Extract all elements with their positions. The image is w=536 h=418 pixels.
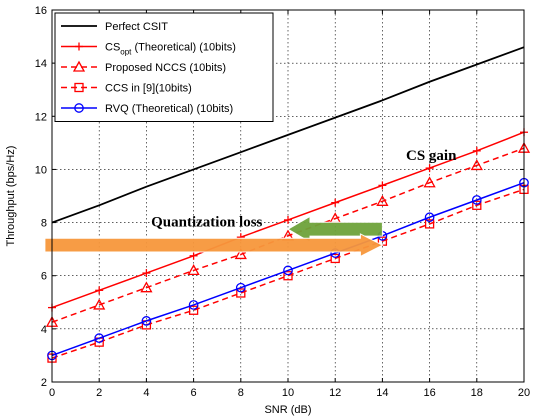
legend-item: RVQ (Theoretical) (10bits) xyxy=(61,103,233,115)
quantization-loss-arrow xyxy=(287,215,383,243)
legend-label: Perfect CSIT xyxy=(105,21,168,33)
y-tick-label: 10 xyxy=(35,164,47,176)
data-point xyxy=(187,264,200,276)
data-point xyxy=(94,333,105,344)
y-tick-label: 8 xyxy=(41,218,47,230)
x-tick-label: 8 xyxy=(238,387,244,399)
legend-marker xyxy=(74,82,84,93)
x-axis-label: SNR (dB) xyxy=(264,404,311,416)
data-point xyxy=(424,212,435,223)
series-3 xyxy=(45,141,531,327)
x-tick-label: 14 xyxy=(376,387,388,399)
legend-item: CCS in [9](10bits) xyxy=(61,83,192,95)
x-tick-label: 6 xyxy=(191,387,197,399)
legend-item: CSopt (Theoretical) (10bits) xyxy=(61,42,236,57)
data-point xyxy=(284,215,292,224)
data-point xyxy=(376,194,389,206)
data-point xyxy=(471,195,482,205)
series-2 xyxy=(48,128,528,312)
y-tick-label: 12 xyxy=(35,111,47,123)
x-tick-label: 18 xyxy=(471,387,483,399)
data-point xyxy=(425,164,434,173)
series-layer xyxy=(45,46,531,363)
legend-label: Proposed NCCS (10bits) xyxy=(105,62,226,74)
data-point xyxy=(141,316,152,326)
data-point xyxy=(140,281,153,293)
y-tick-label: 4 xyxy=(41,324,47,336)
data-point xyxy=(95,286,104,295)
data-point xyxy=(283,265,293,276)
legend-item: Proposed NCCS (10bits) xyxy=(61,60,226,74)
x-tick-label: 2 xyxy=(96,387,102,399)
legend-marker xyxy=(74,103,84,113)
annotation-layer: CS gain Quantization loss xyxy=(151,148,457,230)
x-tick-label: 0 xyxy=(49,387,55,399)
legend: Perfect CSIT CSopt (Theoretical) (10bits)… xyxy=(54,12,274,122)
series-line xyxy=(51,182,525,357)
data-point xyxy=(470,159,483,171)
annotation-text: CS gain xyxy=(406,148,457,164)
x-tick-label: 10 xyxy=(282,387,294,399)
legend-item: Perfect CSIT xyxy=(61,21,168,33)
y-axis-label: Throughput (bps/Hz) xyxy=(5,146,17,247)
annotation-text: Quantization loss xyxy=(151,215,262,231)
x-tick-label: 16 xyxy=(423,387,435,399)
series-line xyxy=(51,188,525,359)
x-tick-label: 12 xyxy=(329,387,341,399)
data-point xyxy=(234,248,247,260)
data-point xyxy=(472,200,482,210)
data-point xyxy=(424,219,435,229)
data-point xyxy=(330,253,340,264)
y-tick-label: 2 xyxy=(41,377,47,389)
legend-label: CSopt (Theoretical) (10bits) xyxy=(105,42,236,57)
data-point xyxy=(235,282,246,293)
data-point xyxy=(93,298,106,310)
series-line xyxy=(51,46,525,224)
arrows-layer xyxy=(44,215,384,258)
data-point xyxy=(142,269,151,278)
legend-marker xyxy=(72,60,86,72)
x-tick-label: 20 xyxy=(518,387,530,399)
y-tick-label: 6 xyxy=(41,271,47,283)
y-tick-label: 14 xyxy=(35,58,47,70)
legend-label: RVQ (Theoretical) (10bits) xyxy=(105,103,233,115)
data-point xyxy=(188,305,199,315)
data-point xyxy=(378,181,387,190)
cs-gain-arrow xyxy=(44,233,384,258)
data-point xyxy=(331,198,340,207)
x-tick-label: 4 xyxy=(143,387,149,399)
series-1 xyxy=(51,46,525,224)
y-tick-label: 16 xyxy=(35,5,47,17)
data-point xyxy=(188,300,199,310)
data-point xyxy=(283,271,293,281)
data-point xyxy=(189,251,198,260)
data-point xyxy=(472,146,481,155)
data-point xyxy=(423,176,436,188)
legend-marker xyxy=(75,42,83,51)
legend-label: CCS in [9](10bits) xyxy=(105,83,192,95)
data-point xyxy=(236,288,246,298)
series-line xyxy=(51,147,525,323)
